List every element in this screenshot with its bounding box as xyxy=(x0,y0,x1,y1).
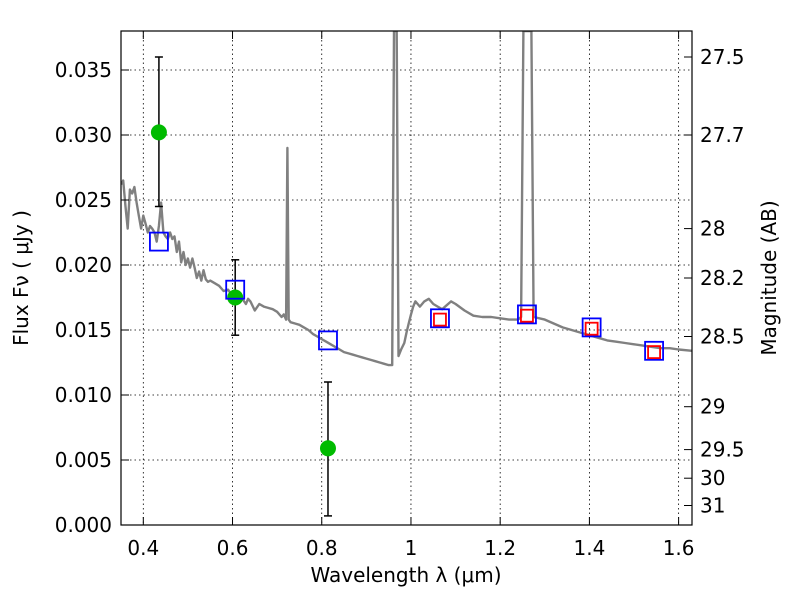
y-tick-label: 0.030 xyxy=(55,123,112,147)
model-band-square xyxy=(517,304,537,325)
model-band-square xyxy=(149,231,169,252)
alt-model-square xyxy=(520,308,534,323)
plot-background xyxy=(121,31,692,525)
alt-model-square xyxy=(584,321,599,336)
observed-point xyxy=(227,289,244,306)
right-tick-label: 27.5 xyxy=(700,45,745,69)
plot-layer xyxy=(121,31,692,367)
observed-point xyxy=(150,124,167,141)
right-tick-label: 28.2 xyxy=(700,266,745,290)
x-tick-label: 1.4 xyxy=(573,536,605,560)
y-tick-label: 0.010 xyxy=(55,383,112,407)
right-tick-label: 28 xyxy=(700,217,725,241)
ticks: 0.4 0.6 0.8 1 1.2 1.4 1.6 0.000 0.005 0.010 0.015 0… xyxy=(55,31,745,560)
x-axis-label: Wavelength λ (μm) xyxy=(310,563,501,587)
y-axis-label: Flux Fν ( μJy ) xyxy=(9,210,33,346)
right-tick-label: 27.7 xyxy=(700,123,745,147)
y-tick-label: 0.005 xyxy=(55,448,112,472)
model-band-square xyxy=(318,330,338,351)
model-band-square xyxy=(430,308,450,329)
x-tick-label: 0.6 xyxy=(217,536,249,560)
alt-model-square xyxy=(647,345,661,360)
y-tick-label: 0.020 xyxy=(55,253,112,277)
y-tick-label: 0.025 xyxy=(55,188,112,212)
x-tick-label: 0.4 xyxy=(127,536,159,560)
right-axis-label: Magnitude (AB) xyxy=(757,200,781,355)
model-band-square xyxy=(581,317,602,338)
right-tick-label: 30 xyxy=(700,466,725,490)
y-tick-label: 0.035 xyxy=(55,58,112,82)
right-tick-label: 28.5 xyxy=(700,325,745,349)
observed-point xyxy=(319,440,336,457)
x-tick-label: 0.8 xyxy=(306,536,338,560)
model-band-square xyxy=(225,279,246,300)
model-band-square xyxy=(644,340,664,361)
sed-model-line xyxy=(121,31,692,367)
right-tick-label: 31 xyxy=(700,494,725,518)
marker-layer xyxy=(149,56,664,517)
y-tick-label: 0.015 xyxy=(55,318,112,342)
x-tick-label: 1.2 xyxy=(484,536,516,560)
x-tick-label: 1 xyxy=(405,536,418,560)
alt-model-square xyxy=(433,312,447,327)
x-tick-label: 1.6 xyxy=(663,536,695,560)
y-tick-label: 0.000 xyxy=(55,513,112,537)
right-tick-label: 29.5 xyxy=(700,438,745,462)
right-tick-label: 29 xyxy=(700,395,725,419)
